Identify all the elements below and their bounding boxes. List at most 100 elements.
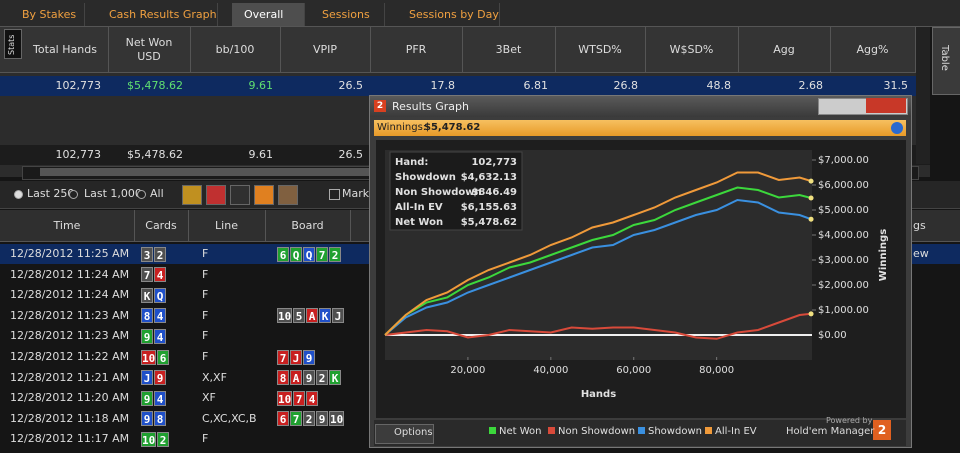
clipped-cell: ew [913,247,929,260]
tab[interactable]: Sessions by Day [397,3,500,26]
card: 4 [154,308,166,324]
series-line [384,171,812,336]
v-scrollbar[interactable] [916,27,930,164]
info-icon[interactable] [891,122,903,134]
tab-close[interactable] [208,8,215,15]
radio[interactable] [69,190,78,199]
toolbar-icon[interactable] [278,185,298,205]
stats-cell: 9.61 [248,79,274,92]
stats-column-header[interactable]: PFR [370,27,463,72]
options-label[interactable]: Options [394,427,433,438]
y-tick-label: $4,000.00 [818,230,869,241]
tab-close[interactable] [295,8,302,15]
card: 9 [154,370,166,386]
hand-line: F [202,308,209,322]
filter-option[interactable]: Mark [342,187,370,200]
legend-label: Net Won [499,426,542,437]
toolbar-icon[interactable] [206,185,226,205]
stats-column-header[interactable]: Total Hands [22,27,109,72]
stats-side-tab[interactable] [4,29,22,59]
winnings-label: Winnings: [377,122,427,133]
powered-by: Powered by [826,416,873,425]
card: 9 [141,411,153,427]
card: 9 [303,349,315,365]
stats-cell: 26.8 [613,79,639,92]
selected-stats-row [0,76,930,96]
checkbox[interactable] [329,189,340,200]
close-button[interactable] [866,98,906,113]
card: J [290,349,302,365]
card: 3 [141,246,153,262]
toolbar-icon[interactable] [182,185,202,205]
card: 10 [329,411,344,427]
hand-line: F [202,432,209,446]
stats-column-header[interactable]: VPIP [280,27,371,72]
x-tick-label: 20,000 [450,365,485,376]
hand-time[interactable]: 12/28/2012 11:23 AM [10,329,130,343]
card: 9 [141,328,153,344]
stats-side-label: Stats [7,34,16,55]
stats-cell: 48.8 [706,79,732,92]
tab[interactable]: Sessions [310,3,385,26]
hands-column-header[interactable]: Time [0,210,135,241]
card: 7 [316,246,328,262]
stats-column-header[interactable]: Agg% [830,27,916,72]
summary-label: Net Won [395,217,443,228]
summary-label: Showdown [395,172,456,183]
hand-time[interactable]: 12/28/2012 11:18 AM [10,411,130,425]
radio[interactable] [14,190,23,199]
card: 8 [277,370,289,386]
filter-option[interactable]: Last 1,000 [84,187,142,200]
stats-column-header[interactable]: W$SD% [645,27,739,72]
filter-option[interactable]: Last 250 [27,187,75,200]
tab-close[interactable] [375,8,382,15]
card: 2 [154,246,166,262]
clipped-header: gs [913,219,926,232]
hand-time[interactable]: 12/28/2012 11:22 AM [10,350,130,363]
hand-time[interactable]: 12/28/2012 11:23 AM [10,308,130,322]
card: 10 [277,308,292,324]
card: 9 [303,370,315,386]
tab[interactable]: Cash Results Graph [97,3,218,26]
legend-label: All-In EV [715,426,757,437]
stats-column-header[interactable]: WTSD% [555,27,646,72]
y-tick-label: $5,000.00 [818,205,869,216]
hands-column-header[interactable]: Board [265,210,351,241]
table-side-tab[interactable] [932,27,960,95]
hand-time[interactable]: 12/28/2012 11:20 AM [10,391,130,405]
toolbar-icon[interactable] [230,185,250,205]
stats-column-header[interactable]: Net Won USD [108,27,191,72]
card: J [332,308,344,324]
stats-column-header[interactable]: 3Bet [462,27,556,72]
hand-line: F [202,267,209,281]
hand-time[interactable]: 12/28/2012 11:25 AM [10,247,130,260]
card: 8 [141,308,153,324]
hand-time[interactable]: 12/28/2012 11:24 AM [10,288,130,302]
toolbar-icon[interactable] [254,185,274,205]
stats-column-header[interactable]: Agg [738,27,831,72]
card: 7 [277,349,289,365]
tab[interactable]: Overall [232,3,305,26]
hand-time[interactable]: 12/28/2012 11:17 AM [10,432,130,446]
stats-cell: 26.5 [338,148,364,161]
window-icon: 2 [374,100,386,112]
card: 10 [277,390,292,406]
stats-column-header[interactable]: bb/100 [190,27,281,72]
y-tick-label: $3,000.00 [818,255,869,266]
hands-column-header[interactable]: Line [188,210,266,241]
table-side-label: Table [939,45,950,71]
hand-time[interactable]: 12/28/2012 11:24 AM [10,267,130,281]
tab[interactable]: By Stakes [10,3,85,26]
card: 5 [293,308,305,324]
radio[interactable] [137,190,146,199]
tab-close[interactable] [75,8,82,15]
hand-time[interactable]: 12/28/2012 11:21 AM [10,370,130,384]
hands-column-header[interactable]: Cards [134,210,189,241]
options-button[interactable] [375,424,434,444]
filter-option[interactable]: All [150,187,164,200]
tab-close[interactable] [490,8,497,15]
card: 2 [303,411,315,427]
card: 2 [316,370,328,386]
card: 4 [306,390,318,406]
card: Q [154,287,166,303]
